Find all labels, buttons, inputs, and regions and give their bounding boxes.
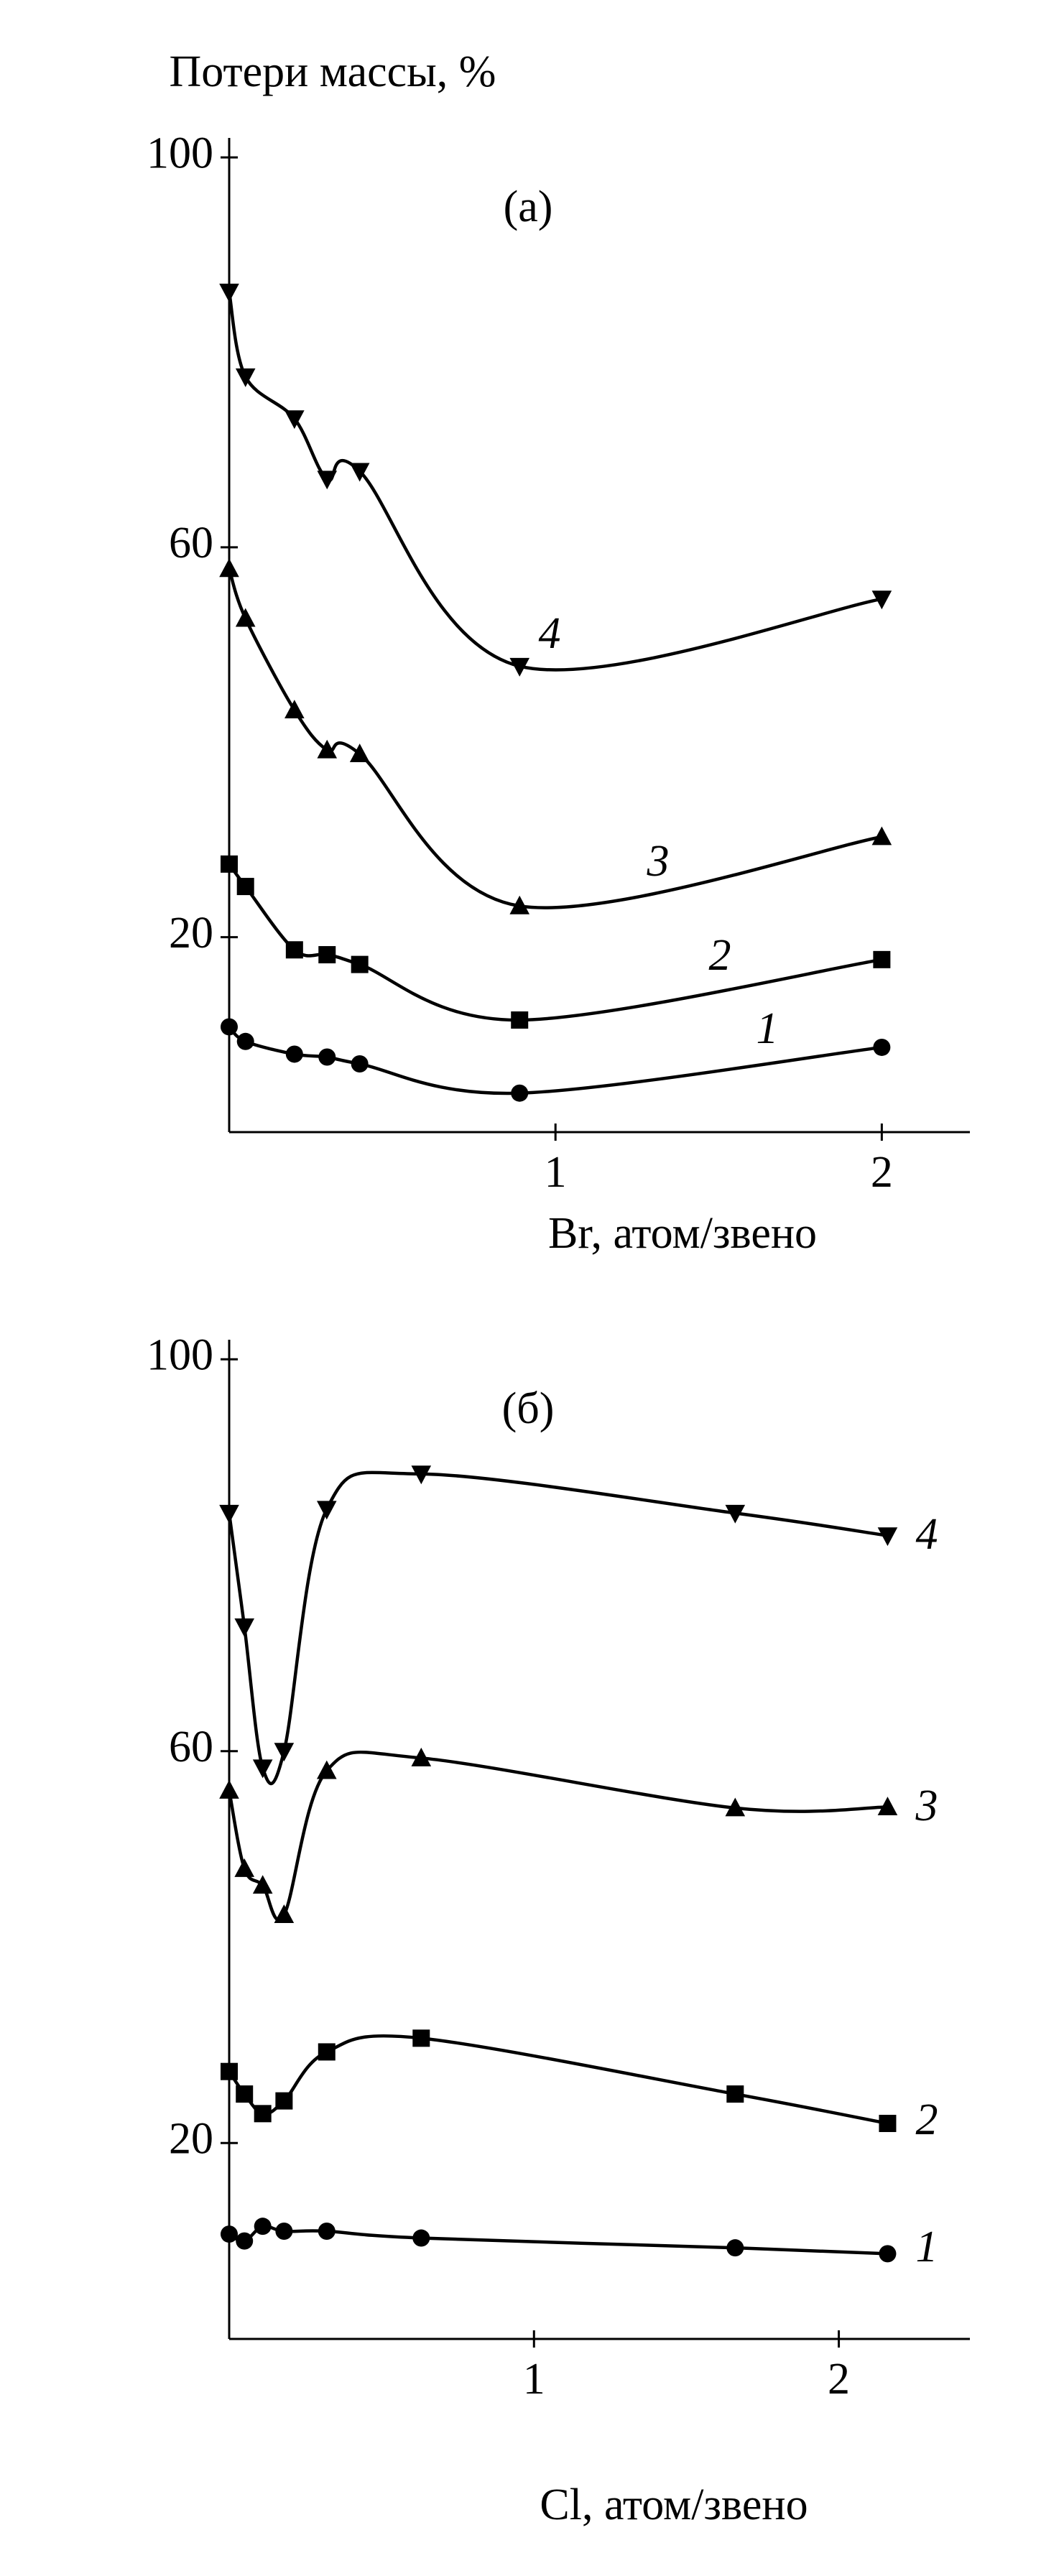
- marker: [234, 1858, 255, 1877]
- series-line: [227, 1470, 888, 1786]
- marker: [236, 2085, 254, 2103]
- marker: [284, 410, 305, 430]
- marker: [254, 2218, 272, 2236]
- x-axis-label: Cl, атом/звено: [540, 2480, 808, 2529]
- marker: [877, 1527, 898, 1547]
- x-tick-label: 1: [523, 2355, 545, 2404]
- marker: [873, 1038, 891, 1056]
- marker: [252, 1759, 273, 1779]
- marker: [252, 1875, 273, 1894]
- y-tick-label: 100: [147, 129, 213, 177]
- series-label: 4: [916, 1510, 938, 1559]
- marker: [316, 1760, 337, 1779]
- marker: [725, 1797, 746, 1817]
- series-line: [228, 863, 882, 1022]
- x-tick-label: 2: [871, 1148, 893, 1197]
- chart-title: (б): [502, 1384, 555, 1433]
- chart-title: (а): [504, 182, 553, 231]
- marker: [234, 1618, 255, 1637]
- series-line: [227, 291, 882, 672]
- marker: [236, 1032, 254, 1050]
- marker: [412, 2029, 430, 2047]
- marker: [285, 941, 303, 959]
- y-tick-label: 20: [169, 2114, 213, 2163]
- x-tick-label: 1: [545, 1148, 567, 1197]
- marker: [511, 1084, 529, 1102]
- marker: [236, 878, 254, 896]
- series-label: 3: [647, 837, 670, 886]
- marker: [221, 855, 238, 873]
- marker: [219, 1779, 239, 1799]
- y-tick-label: 60: [169, 519, 213, 567]
- marker: [726, 2085, 744, 2103]
- marker: [318, 946, 336, 964]
- marker: [318, 2222, 336, 2240]
- marker: [411, 1747, 432, 1766]
- y-tick-label: 20: [169, 909, 213, 958]
- marker: [275, 2092, 293, 2110]
- marker: [412, 2229, 430, 2247]
- marker: [318, 2043, 336, 2061]
- marker: [235, 608, 256, 627]
- marker: [219, 558, 239, 578]
- marker: [509, 657, 530, 677]
- marker: [274, 1743, 295, 1762]
- marker: [219, 283, 239, 302]
- marker: [254, 2105, 272, 2123]
- marker: [317, 739, 338, 759]
- series-label: 2: [916, 2095, 938, 2144]
- marker: [873, 950, 891, 968]
- y-axis-label: Потери массы, %: [170, 47, 496, 96]
- series-line: [227, 568, 882, 909]
- marker: [221, 2062, 238, 2080]
- marker: [317, 471, 338, 490]
- x-axis-label: Br, атом/звено: [548, 1209, 817, 1258]
- marker: [411, 1465, 432, 1485]
- marker: [726, 2239, 744, 2257]
- series-label: 3: [915, 1782, 938, 1830]
- y-tick-label: 60: [169, 1723, 213, 1771]
- marker: [316, 1501, 337, 1520]
- series-label: 1: [916, 2223, 938, 2271]
- marker: [284, 700, 305, 718]
- marker: [351, 955, 369, 973]
- marker: [318, 1048, 336, 1066]
- marker: [219, 1504, 239, 1524]
- marker: [871, 826, 892, 845]
- marker: [349, 743, 370, 763]
- marker: [351, 1055, 369, 1073]
- marker: [274, 1904, 295, 1924]
- marker: [235, 368, 256, 387]
- series-label: 4: [539, 609, 561, 658]
- marker: [871, 590, 892, 610]
- series-label: 1: [757, 1004, 779, 1053]
- marker: [725, 1504, 746, 1524]
- marker: [509, 895, 530, 914]
- series-label: 2: [709, 931, 731, 980]
- marker: [285, 1045, 303, 1063]
- marker: [236, 2232, 254, 2250]
- marker: [221, 2225, 238, 2243]
- marker: [877, 1797, 898, 1816]
- y-tick-label: 100: [147, 1331, 213, 1380]
- marker: [879, 2245, 897, 2263]
- marker: [879, 2114, 897, 2132]
- marker: [511, 1011, 529, 1029]
- x-tick-label: 2: [828, 2355, 850, 2404]
- marker: [349, 463, 370, 482]
- marker: [275, 2222, 293, 2240]
- marker: [221, 1018, 238, 1036]
